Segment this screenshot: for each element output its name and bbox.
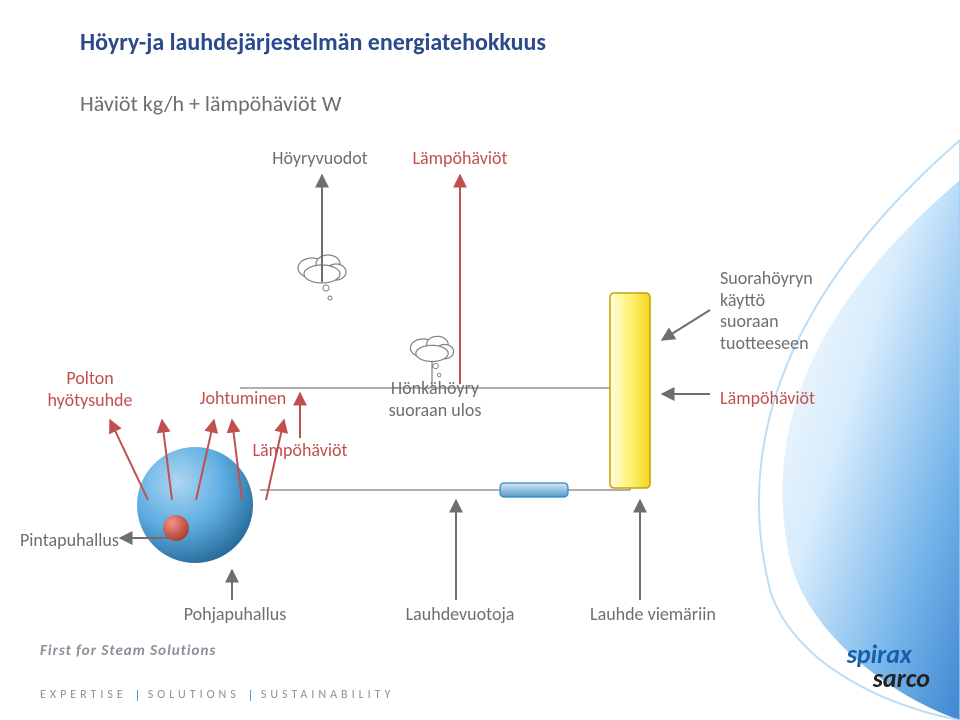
label-lampohaviot-mid: Lämpöhäviöt [240,440,360,462]
label-lauhdevuotoja: Lauhdevuotoja [390,604,530,626]
label-pintapuhallus: Pintapuhallus [20,530,150,552]
logo-spirax-sarco: spirax sarco [847,643,930,690]
label-suorahoyryn: Suorahöyryn käyttö suoraan tuotteeseen [720,268,860,354]
label-lauhdeviemariin: Lauhde viemäriin [590,604,760,626]
label-pohjapuhallus: Pohjapuhallus [170,604,300,626]
label-johtuminen: Johtuminen [188,388,298,410]
slide-title: Höyry-ja lauhdejärjestelmän energiatehok… [80,28,546,57]
label-lampohaviot-right: Lämpöhäviöt [720,388,840,410]
boiler-icon [137,447,253,563]
label-honka: Hönkähöyrysuoraan ulos [370,378,500,421]
tagline-text: First for Steam Solutions [40,642,216,660]
slide-subtitle: Häviöt kg/h + lämpöhäviöt W [80,90,341,117]
tank-icon [610,293,650,488]
label-hoyryvuodot: Höyryvuodot [260,148,380,170]
label-polton: Poltonhyötysuhde [40,368,140,411]
condenser-icon [500,483,568,497]
footer-bar: EXPERTISESOLUTIONSSUSTAINABILITY [40,688,394,702]
label-lampohaviot-top: Lämpöhäviöt [400,148,520,170]
